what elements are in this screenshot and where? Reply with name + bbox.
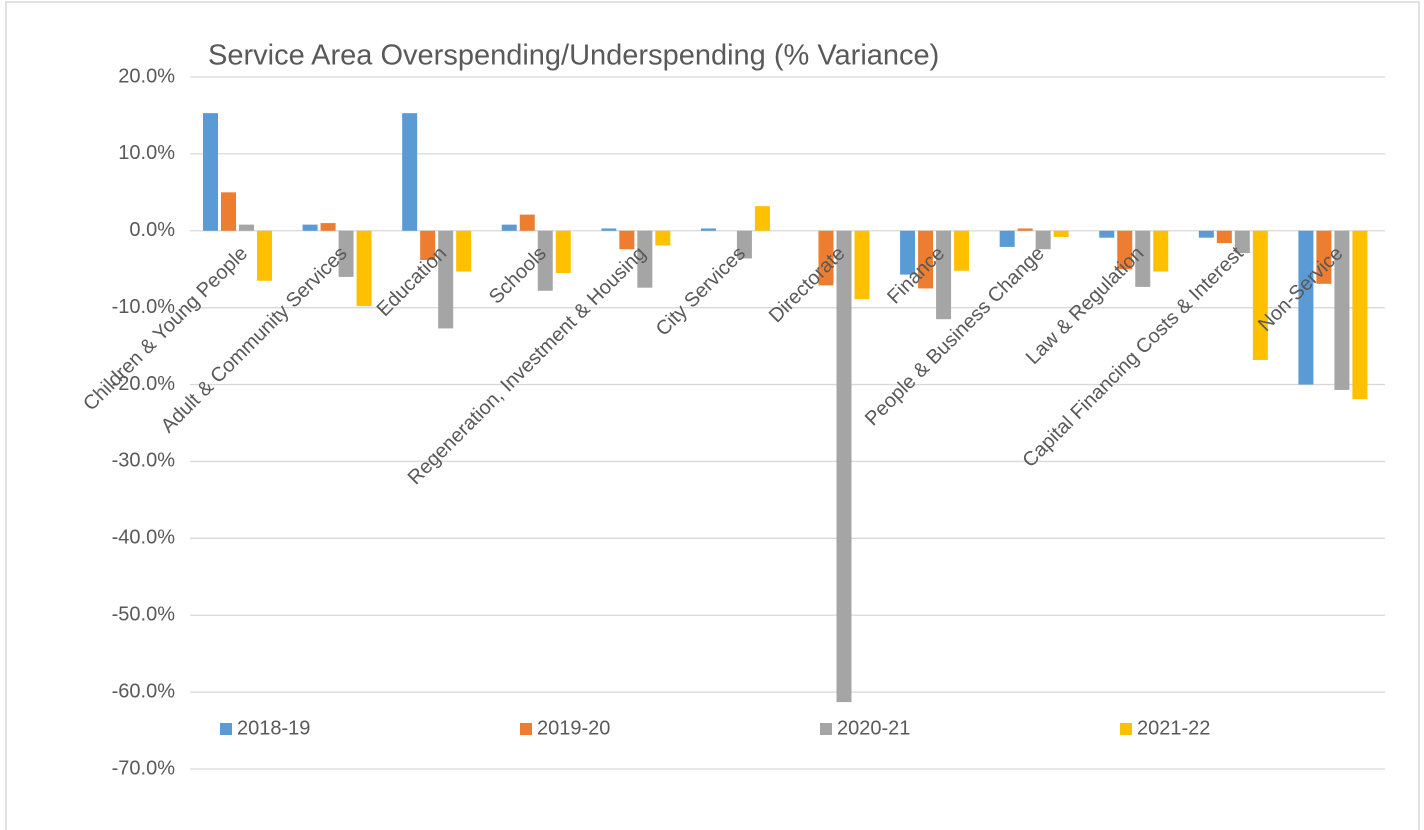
bar bbox=[555, 230, 571, 274]
bar bbox=[356, 230, 372, 307]
y-tick-label: -40.0% bbox=[112, 527, 176, 549]
bar bbox=[438, 230, 454, 329]
bar bbox=[1234, 230, 1250, 254]
bar bbox=[754, 206, 770, 231]
bar bbox=[402, 113, 418, 231]
x-tick-label: Capital Financing Costs & Interest bbox=[1019, 242, 1249, 472]
bar bbox=[1117, 230, 1133, 270]
bar bbox=[818, 230, 834, 286]
legend-label: 2021-22 bbox=[1137, 717, 1210, 739]
legend-swatch bbox=[520, 723, 532, 735]
bar bbox=[1053, 230, 1069, 237]
chart-border bbox=[5, 1, 1420, 830]
y-tick-label: -10.0% bbox=[112, 296, 176, 318]
bar bbox=[1198, 230, 1214, 238]
bar bbox=[239, 224, 254, 231]
bar bbox=[1035, 230, 1051, 250]
y-tick-label: -60.0% bbox=[112, 680, 176, 702]
bar bbox=[700, 228, 716, 231]
bar bbox=[302, 224, 318, 231]
bar bbox=[637, 230, 653, 288]
legend-swatch bbox=[220, 723, 232, 735]
bar bbox=[1135, 230, 1151, 287]
bar bbox=[456, 230, 472, 272]
bar bbox=[655, 230, 671, 246]
bar bbox=[1216, 230, 1232, 244]
bar bbox=[221, 192, 236, 231]
y-tick-label: 10.0% bbox=[118, 142, 175, 164]
legend-swatch bbox=[1120, 723, 1132, 735]
bar bbox=[954, 230, 970, 271]
bar bbox=[320, 223, 336, 231]
bar bbox=[1099, 230, 1115, 238]
bar bbox=[1316, 230, 1332, 284]
bar bbox=[836, 230, 852, 703]
bar bbox=[1252, 230, 1268, 360]
bar bbox=[420, 230, 436, 260]
legend-label: 2019-20 bbox=[537, 717, 610, 739]
x-tick-label: City Services bbox=[652, 242, 750, 340]
bar bbox=[1017, 228, 1033, 231]
bar bbox=[257, 230, 272, 281]
bar bbox=[1352, 230, 1368, 400]
bar bbox=[338, 230, 354, 277]
y-tick-label: -50.0% bbox=[112, 604, 176, 626]
bar bbox=[936, 230, 952, 320]
bar bbox=[999, 230, 1015, 247]
y-tick-label: -30.0% bbox=[112, 450, 176, 472]
x-tick-label: Adult & Community Services bbox=[157, 242, 352, 437]
bar bbox=[918, 230, 934, 289]
bar bbox=[537, 230, 553, 291]
bar bbox=[601, 228, 617, 231]
bar bbox=[900, 230, 916, 275]
bar bbox=[736, 230, 752, 259]
legend-swatch bbox=[820, 723, 832, 735]
y-tick-label: -20.0% bbox=[112, 373, 176, 395]
chart-title: Service Area Overspending/Underspending … bbox=[208, 40, 939, 72]
legend-label: 2018-19 bbox=[237, 717, 310, 739]
bar bbox=[1153, 230, 1169, 272]
bar bbox=[619, 230, 635, 250]
bar bbox=[1298, 230, 1314, 385]
bar bbox=[203, 113, 218, 231]
y-tick-label: 20.0% bbox=[118, 65, 175, 87]
y-tick-label: 0.0% bbox=[129, 219, 175, 241]
bar bbox=[854, 230, 870, 300]
bar bbox=[501, 224, 517, 231]
legend-label: 2020-21 bbox=[837, 717, 910, 739]
bar bbox=[1334, 230, 1350, 390]
bar bbox=[519, 214, 535, 231]
y-tick-label: -70.0% bbox=[112, 757, 176, 779]
